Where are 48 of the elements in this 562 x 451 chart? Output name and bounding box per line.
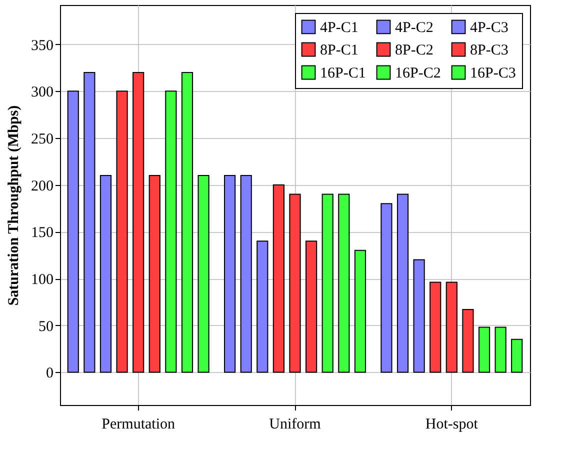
bar — [272, 184, 284, 373]
bar — [100, 174, 112, 373]
bar — [494, 326, 506, 373]
bar — [306, 240, 318, 373]
legend-label: 4P-C1 — [320, 20, 358, 36]
legend-label: 16P-C1 — [320, 66, 366, 82]
bar — [413, 259, 425, 373]
bar — [354, 250, 366, 373]
bar — [148, 174, 160, 373]
y-tick-label: 250 — [31, 132, 54, 148]
bar — [446, 282, 458, 373]
bar — [430, 282, 442, 373]
bar — [322, 194, 334, 373]
legend-label: 4P-C2 — [395, 20, 434, 36]
y-tick-label: 50 — [38, 318, 54, 335]
bar — [67, 90, 79, 373]
bar — [198, 174, 210, 373]
bar — [511, 338, 523, 373]
legend-label: 16P-C3 — [470, 66, 516, 82]
bar — [478, 326, 490, 373]
legend-label: 16P-C2 — [395, 66, 441, 82]
y-tick-label: 350 — [31, 38, 54, 54]
y-axis-title: Saturation Throughput (Mbps) — [6, 105, 22, 306]
bar — [132, 72, 144, 373]
bar — [84, 72, 96, 373]
x-tick-label: Permutation — [102, 416, 176, 432]
bar — [396, 194, 409, 373]
bar — [240, 174, 252, 373]
bar — [256, 240, 268, 373]
bar — [165, 90, 177, 373]
legend-label: 4P-C3 — [470, 20, 508, 36]
legend-label: 8P-C3 — [470, 42, 508, 58]
bar — [462, 308, 474, 373]
bar — [289, 194, 301, 373]
y-tick-label: 200 — [31, 178, 54, 194]
y-tick-label: 150 — [31, 225, 54, 242]
legend-label: 8P-C1 — [320, 42, 358, 58]
bar — [338, 194, 350, 373]
y-tick-label: 300 — [31, 84, 54, 101]
y-tick-label: 100 — [31, 272, 54, 288]
bar — [181, 72, 194, 373]
x-tick-label: Hot-spot — [425, 416, 479, 432]
x-tick-label: Uniform — [269, 416, 322, 432]
bar — [116, 90, 128, 373]
legend-label: 8P-C2 — [395, 42, 434, 58]
y-tick-label: 0 — [46, 366, 54, 382]
bar — [224, 174, 236, 373]
bar — [380, 203, 392, 373]
